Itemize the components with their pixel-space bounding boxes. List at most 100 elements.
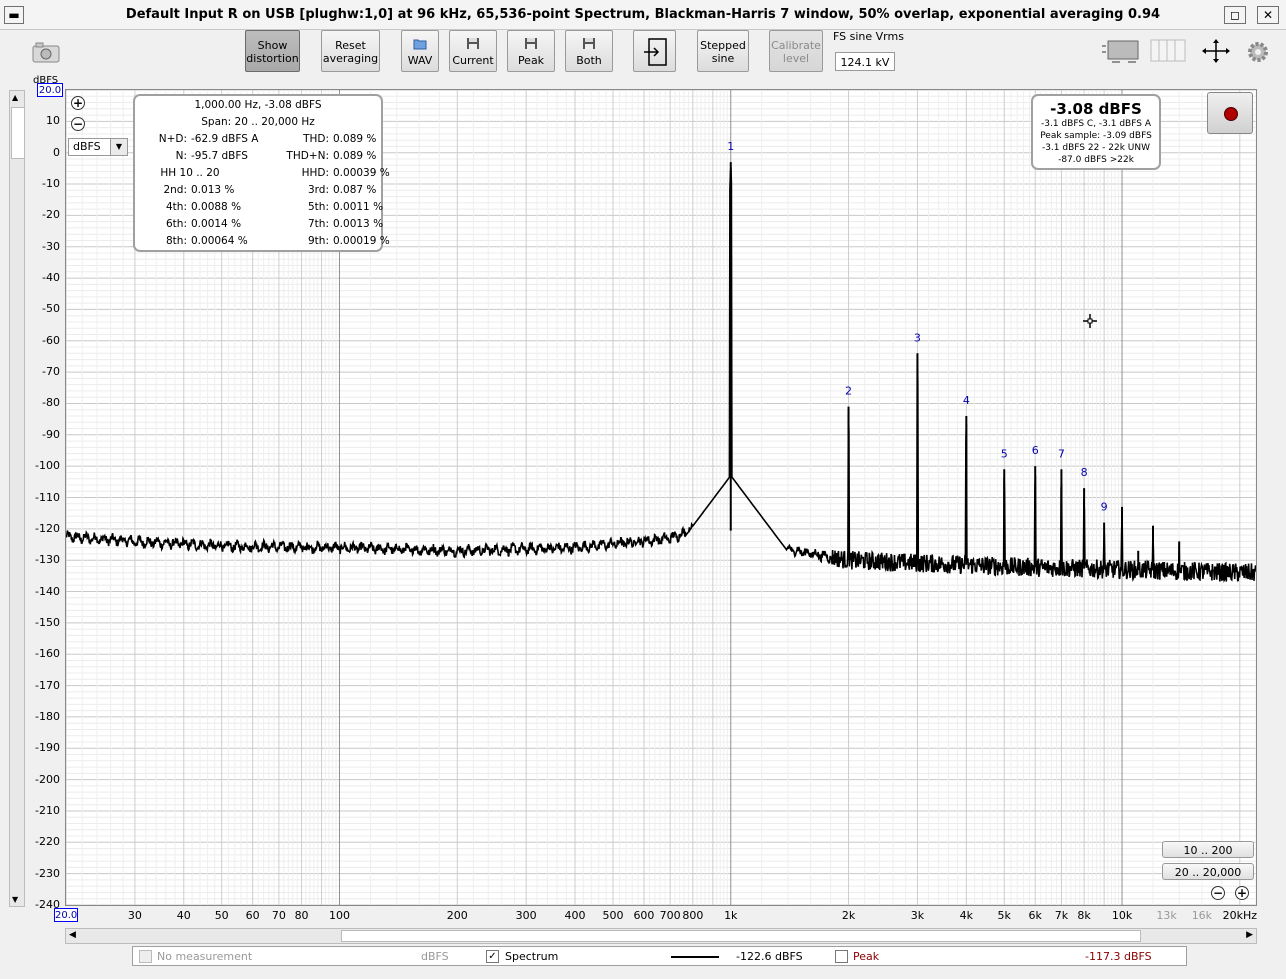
stepped-sine-label-1: Stepped: [700, 39, 746, 52]
zoom-in-icon[interactable]: +: [1235, 886, 1249, 900]
calibrate-level-button[interactable]: Calibrate level: [769, 30, 823, 72]
distortion-cell: 0.087 %: [333, 184, 377, 196]
camera-icon[interactable]: [31, 41, 61, 63]
y-tick-label: -80: [42, 396, 60, 410]
no-measurement-label: No measurement: [157, 950, 253, 963]
x-tick-label: 20kHz: [1222, 909, 1258, 922]
zoom-in-icon[interactable]: +: [71, 96, 85, 110]
distortion-cell: THD:: [303, 133, 329, 145]
level-line-3: -3.1 dBFS 22 - 22k UNW: [1041, 143, 1151, 153]
distortion-cell: 6th:: [166, 218, 187, 230]
wav-button[interactable]: WAV: [401, 30, 439, 72]
distortion-cell: THD+N:: [286, 150, 329, 162]
y-tick-label: -130: [35, 553, 60, 567]
y-tick-label: 10: [46, 114, 60, 128]
pan-arrows-icon[interactable]: [1200, 38, 1232, 64]
level-value: -3.08 dBFS: [1050, 100, 1142, 118]
columns-icon[interactable]: [1150, 38, 1186, 64]
y-tick-label: -230: [35, 866, 60, 880]
y-tick-label: -40: [42, 271, 60, 285]
scroll-down-icon[interactable]: ▼: [12, 895, 19, 904]
range-10-200-button[interactable]: 10 .. 200: [1162, 841, 1254, 858]
x-tick-label: 200: [446, 909, 468, 922]
y-tick-label: -120: [35, 521, 60, 535]
window-title: Default Input R on USB [plughw:1,0] at 9…: [125, 7, 1161, 22]
harmonic-label: 2: [845, 385, 852, 398]
distortion-cell: 0.0013 %: [333, 218, 384, 230]
range-20-20000-button[interactable]: 20 .. 20,000: [1162, 863, 1254, 880]
reset-averaging-button[interactable]: Reset averaging: [321, 30, 380, 72]
y-tick-label: -220: [35, 835, 60, 849]
no-measurement-checkbox[interactable]: [139, 950, 152, 963]
distortion-cell: 0.013 %: [191, 184, 235, 196]
save-icon: [525, 38, 537, 49]
harmonic-label: 1: [727, 140, 734, 153]
fs-sine-field[interactable]: 124.1 kV: [835, 52, 895, 71]
zoom-out-icon[interactable]: −: [1211, 886, 1225, 900]
y-tick-label: -10: [42, 177, 60, 191]
y-tick-label: -30: [42, 239, 60, 253]
input-select-button[interactable]: [633, 30, 676, 72]
distortion-cell: 2nd:: [163, 184, 187, 196]
scroll-up-icon[interactable]: ▲: [12, 93, 19, 102]
distortion-cell: 0.089 %: [333, 133, 377, 145]
show-distortion-button[interactable]: Show distortion: [245, 30, 300, 72]
x-tick-label: 7k: [1054, 909, 1069, 922]
show-distortion-label-1: Show: [257, 39, 288, 52]
y-tick-label: -180: [35, 709, 60, 723]
y-tick-label: -90: [42, 427, 60, 441]
x-tick-label: 80: [294, 909, 309, 922]
scroll-left-icon[interactable]: ◀: [69, 930, 76, 940]
y-tick-label: -50: [42, 302, 60, 316]
close-button[interactable]: ✕: [1257, 6, 1279, 24]
record-button[interactable]: [1207, 92, 1253, 134]
y-tick-label: -170: [35, 678, 60, 692]
y-max-field[interactable]: 20.0: [37, 83, 63, 97]
unit-select[interactable]: dBFS ▼: [68, 138, 128, 156]
level-line-4: -87.0 dBFS >22k: [1058, 155, 1134, 165]
horizontal-scrollbar[interactable]: ◀ ▶: [65, 928, 1257, 944]
x-tick-label: 5k: [997, 909, 1011, 922]
y-tick-label: -110: [35, 490, 60, 504]
y-tick-label: -150: [35, 615, 60, 629]
save-both-button[interactable]: Both: [565, 30, 613, 72]
window-menu-icon[interactable]: ▬: [4, 6, 24, 24]
spectrum-line-swatch: [671, 956, 719, 958]
distortion-cell: 7th:: [308, 218, 329, 230]
harmonic-label: 9: [1101, 501, 1108, 514]
y-tick-label: -70: [42, 365, 60, 379]
distortion-cell: 3rd:: [307, 184, 329, 196]
y-tick-label: -210: [35, 803, 60, 817]
scroll-right-icon[interactable]: ▶: [1246, 930, 1253, 940]
stepped-sine-button[interactable]: Stepped sine: [697, 30, 749, 72]
y-tick-label: -100: [35, 459, 60, 473]
distortion-cell: 0.0011 %: [333, 201, 384, 213]
y-axis-unit: dBFS: [33, 75, 59, 86]
zoom-out-icon[interactable]: −: [71, 117, 85, 131]
current-label: Current: [452, 54, 494, 67]
x-tick-label: 1k: [724, 909, 738, 922]
vertical-scrollbar[interactable]: ▲ ▼: [9, 90, 25, 907]
gear-icon[interactable]: [1245, 40, 1271, 64]
distortion-cell: 8th:: [166, 235, 187, 247]
vertical-scroll-thumb[interactable]: [11, 107, 25, 159]
cursor-crosshair-icon: [1083, 314, 1097, 331]
legend-unit: dBFS: [421, 950, 449, 963]
distortion-cell: 0.089 %: [333, 150, 377, 162]
harmonic-label: 8: [1081, 466, 1088, 479]
spectrum-checkbox[interactable]: ✓: [486, 950, 499, 963]
distortion-cell: N:: [175, 150, 187, 162]
calibrate-level-label-2: level: [782, 52, 810, 65]
graph-layout-icon[interactable]: [1100, 38, 1140, 64]
x-tick-label: 30: [127, 909, 142, 922]
peak-checkbox[interactable]: [835, 950, 848, 963]
x-tick-label: 700: [659, 909, 681, 922]
distortion-cell: HH 10 .. 20: [160, 167, 220, 179]
save-peak-button[interactable]: Peak: [507, 30, 555, 72]
x-min-field[interactable]: 20.0: [54, 908, 78, 922]
x-tick-label: 16k: [1191, 909, 1213, 922]
x-tick-label: 40: [176, 909, 191, 922]
save-current-button[interactable]: Current: [449, 30, 497, 72]
maximize-button[interactable]: ◻: [1224, 6, 1246, 24]
horizontal-scroll-thumb[interactable]: [341, 930, 1141, 942]
